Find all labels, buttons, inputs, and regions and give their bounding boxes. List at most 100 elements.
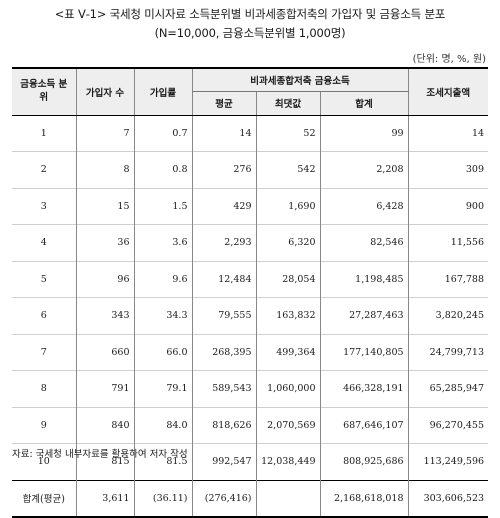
table-row: 7 660 66.0 268,395 499,364 177,140,805 24,799,… <box>12 333 489 371</box>
cell-average: (276,416) <box>191 479 256 518</box>
cell-level: 4 <box>12 224 76 261</box>
cell-subscribers: 7 <box>75 115 134 152</box>
cell-rate: 84.0 <box>133 406 192 444</box>
cell-rate: 3.6 <box>133 224 192 261</box>
document-page: <표 Ⅴ-1> 국세청 미시자료 소득분위별 비과세종합저축의 가입자 및 금융… <box>12 7 489 518</box>
cell-average: 2,293 <box>191 224 256 261</box>
cell-level: 합계(평균) <box>12 479 76 518</box>
table-row: 5 96 9.6 12,484 28,054 1,198,485 167,788 <box>12 260 489 298</box>
cell-rate: 79.1 <box>133 370 192 407</box>
cell-total: 2,168,618,018 <box>319 479 409 518</box>
cell-total: 82,546 <box>319 224 409 261</box>
cell-level: 5 <box>12 260 76 298</box>
cell-total: 1,198,485 <box>319 260 409 298</box>
cell-total: 177,140,805 <box>319 333 409 371</box>
table-row: 8 791 79.1 589,543 1,060,000 466,328,191 65,28… <box>12 370 489 407</box>
cell-maximum: 28,054 <box>255 260 320 298</box>
cell-subscribers: 660 <box>75 333 134 371</box>
cell-tax-expenditure: 309 <box>407 151 489 188</box>
table-row: 3 15 1.5 429 1,690 6,428 900 <box>12 187 489 225</box>
cell-total: 466,328,191 <box>319 370 409 407</box>
cell-subscribers: 3,611 <box>75 479 134 518</box>
cell-tax-expenditure: 303,606,523 <box>407 479 489 518</box>
cell-subscribers: 15 <box>75 187 134 225</box>
cell-average: 14 <box>191 115 256 152</box>
cell-tax-expenditure: 113,249,596 <box>407 443 489 480</box>
cell-maximum: 1,060,000 <box>255 370 320 407</box>
cell-maximum: 2,070,569 <box>255 406 320 444</box>
cell-total: 687,646,107 <box>319 406 409 444</box>
cell-average: 268,395 <box>191 333 256 371</box>
cell-maximum: 163,832 <box>255 297 320 334</box>
table-row: 9 840 84.0 818,626 2,070,569 687,646,107 96,27… <box>12 406 489 444</box>
cell-total: 6,428 <box>319 187 409 225</box>
table-row: 4 36 3.6 2,293 6,320 82,546 11,556 <box>12 224 489 261</box>
table-header: 금융소득 분위 가입자 수 가입률 비과세종합저축 금융소득 조세지출액 평균 … <box>12 67 489 116</box>
header-financial-income-group: 비과세종합저축 금융소득 <box>191 67 409 92</box>
cell-subscribers: 840 <box>75 406 134 444</box>
table-body: 1 7 0.7 14 52 99 14 2 8 0.8 276 542 2,208 309 3 15 1.5 42… <box>12 115 489 518</box>
cell-maximum: 542 <box>255 151 320 188</box>
cell-tax-expenditure: 65,285,947 <box>407 370 489 407</box>
cell-tax-expenditure: 14 <box>407 115 489 152</box>
cell-tax-expenditure: 900 <box>407 187 489 225</box>
cell-average: 276 <box>191 151 256 188</box>
unit-note: (단위: 명, %, 원) <box>412 54 486 65</box>
cell-average: 589,543 <box>191 370 256 407</box>
cell-rate: 0.8 <box>133 151 192 188</box>
table-subtitle: (N=10,000, 금융소득분위별 1,000명) <box>154 26 346 40</box>
cell-level: 1 <box>40 127 47 139</box>
distribution-table: 금융소득 분위 가입자 수 가입률 비과세종합저축 금융소득 조세지출액 평균 … <box>12 67 489 518</box>
header-subscribers: 가입자 수 <box>75 67 134 116</box>
cell-total: 2,208 <box>319 151 409 188</box>
cell-total: 27,287,463 <box>319 297 409 334</box>
cell-subscribers: 96 <box>75 260 134 298</box>
cell-average: 818,626 <box>191 406 256 444</box>
header-quintile: 금융소득 분위 <box>12 67 76 116</box>
cell-level: 3 <box>12 187 76 225</box>
cell-tax-expenditure: 3,820,245 <box>407 297 489 334</box>
header-tax-expenditure: 조세지출액 <box>407 67 489 116</box>
cell-maximum <box>255 479 320 518</box>
cell-average: 429 <box>191 187 256 225</box>
cell-subscribers: 8 <box>75 151 134 188</box>
table-row: 1 7 0.7 14 52 99 14 <box>12 115 489 152</box>
cell-rate: 9.6 <box>133 260 192 298</box>
cell-rate: 34.3 <box>133 297 192 334</box>
table-row: 6 343 34.3 79,555 163,832 27,287,463 3,820,245 <box>12 297 489 334</box>
header-rate: 가입률 <box>133 67 192 116</box>
cell-level: 6 <box>12 297 76 334</box>
cell-rate: 66.0 <box>133 333 192 371</box>
cell-subscribers: 36 <box>75 224 134 261</box>
cell-rate: (36.11) <box>133 479 192 518</box>
header-total: 합계 <box>319 91 409 116</box>
cell-maximum: 52 <box>255 115 320 152</box>
cell-rate: 1.5 <box>133 187 192 225</box>
cell-tax-expenditure: 96,270,455 <box>407 406 489 444</box>
cell-level: 9 <box>12 406 76 444</box>
cell-average: 12,484 <box>191 260 256 298</box>
table-total-row: 합계(평균) 3,611 (36.11) (276,416) 2,168,618,018… <box>12 479 489 518</box>
cell-maximum: 499,364 <box>255 333 320 371</box>
cell-level: 7 <box>12 333 76 371</box>
cell-tax-expenditure: 24,799,713 <box>407 333 489 371</box>
source-note: 자료: 국세청 내부자료를 활용하여 저자 작성 <box>12 449 188 460</box>
header-maximum: 최댓값 <box>255 91 320 116</box>
cell-maximum: 1,690 <box>255 187 320 225</box>
cell-level: 8 <box>12 370 76 407</box>
cell-level: 2 <box>12 151 76 188</box>
cell-subscribers: 343 <box>75 297 134 334</box>
cell-rate: 0.7 <box>133 115 192 152</box>
header-average: 평균 <box>191 91 256 116</box>
table-row: 2 8 0.8 276 542 2,208 309 <box>12 151 489 188</box>
cell-maximum: 12,038,449 <box>255 443 320 480</box>
cell-total: 808,925,686 <box>319 443 409 480</box>
cell-tax-expenditure: 11,556 <box>407 224 489 261</box>
cell-subscribers: 791 <box>75 370 134 407</box>
cell-total: 99 <box>319 115 409 152</box>
table-title: <표 Ⅴ-1> 국세청 미시자료 소득분위별 비과세종합저축의 가입자 및 금융… <box>54 7 446 21</box>
cell-tax-expenditure: 167,788 <box>407 260 489 298</box>
cell-average: 79,555 <box>191 297 256 334</box>
cell-average: 992,547 <box>191 443 256 480</box>
cell-maximum: 6,320 <box>255 224 320 261</box>
